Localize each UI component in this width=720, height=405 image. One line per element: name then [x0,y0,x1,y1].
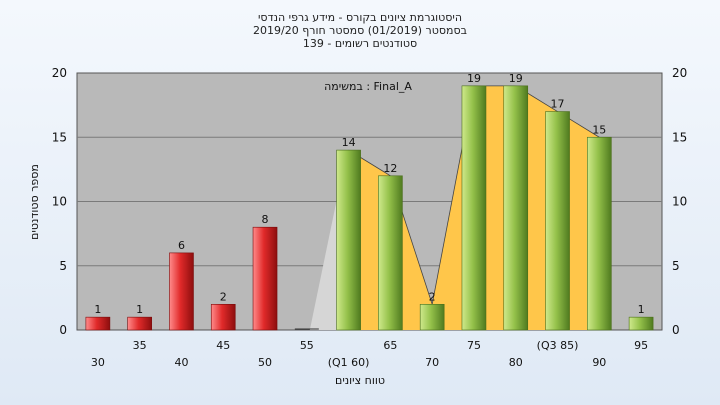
bar-95 [628,316,654,331]
x-category-label: 40 [174,356,188,369]
y-tick-label-left: 15 [52,130,67,144]
chart-title-line-3: סטודנטים רשומים - 139 [303,37,417,50]
bar-Q385 [545,111,570,331]
x-category-label: 55 [300,339,314,352]
x-category-label: 75 [467,339,481,352]
y-tick-label-left: 20 [52,66,67,80]
chart-title-line-2: בסמסטר (01/2019) סמסטר חורף 2019/20 [253,24,467,37]
bar-70 [419,303,445,331]
data-label: 1 [638,303,645,316]
bar-90 [587,136,612,331]
x-category-label: 30 [91,356,105,369]
data-labels: 1 1 6 2 8 14 12 2 19 19 17 15 1 [94,72,644,316]
data-label: 8 [262,213,269,226]
data-label: 2 [220,290,227,303]
y-tick-label-right: 0 [672,323,680,337]
y-axis-left-ticks: 0 5 10 15 20 [52,66,67,337]
x-category-label: 45 [216,339,230,352]
bar-30 [85,316,111,331]
data-label: 1 [94,303,101,316]
bar-40 [169,252,194,331]
bar-50 [252,226,278,331]
chart-title-line-1: היסטוגרמת ציונים בקורס - מידע גרפי הנדסי [258,11,462,24]
x-category-label: 70 [425,356,439,369]
data-label: 14 [342,136,356,149]
bar-65 [378,175,403,331]
y-tick-label-right: 15 [672,130,687,144]
x-category-label: 35 [133,339,147,352]
data-label: 19 [467,72,481,85]
data-label: 19 [509,72,523,85]
y-tick-label-right: 10 [672,195,687,209]
data-label: 17 [551,98,565,111]
x-axis-label: טווח ציונים [335,374,385,387]
bar-45 [210,303,236,331]
x-category-label: (Q1 60) [328,356,370,369]
task-annotation: במשימה : Final_A [324,80,412,93]
bar-75 [461,85,487,331]
y-axis-label: מספר סטודנטים [28,164,41,240]
x-category-label: 90 [592,356,606,369]
y-axis-right-ticks: 0 5 10 15 20 [672,66,687,337]
x-category-label: 50 [258,356,272,369]
x-category-label: 80 [509,356,523,369]
bar-35 [127,316,152,331]
y-tick-label-left: 10 [52,195,67,209]
x-category-label: (Q3 85) [537,339,579,352]
band-lead-in [309,200,337,330]
y-tick-label-right: 5 [672,259,680,273]
data-label: 2 [429,290,436,303]
bar-Q160 [336,149,361,331]
bar-series [85,85,654,331]
data-label: 15 [592,123,606,136]
bar-80 [503,85,529,331]
data-label: 6 [178,239,185,252]
y-tick-label-left: 5 [59,259,67,273]
data-label: 12 [383,162,397,175]
x-category-label: 65 [383,339,397,352]
y-tick-label-left: 0 [59,323,67,337]
data-label: 1 [136,303,143,316]
x-axis-categories: 30 35 40 45 50 55 (Q1 60) 65 70 75 80 (Q3 85) 90 95 [91,339,648,369]
x-category-label: 95 [634,339,648,352]
y-tick-label-right: 20 [672,66,687,80]
